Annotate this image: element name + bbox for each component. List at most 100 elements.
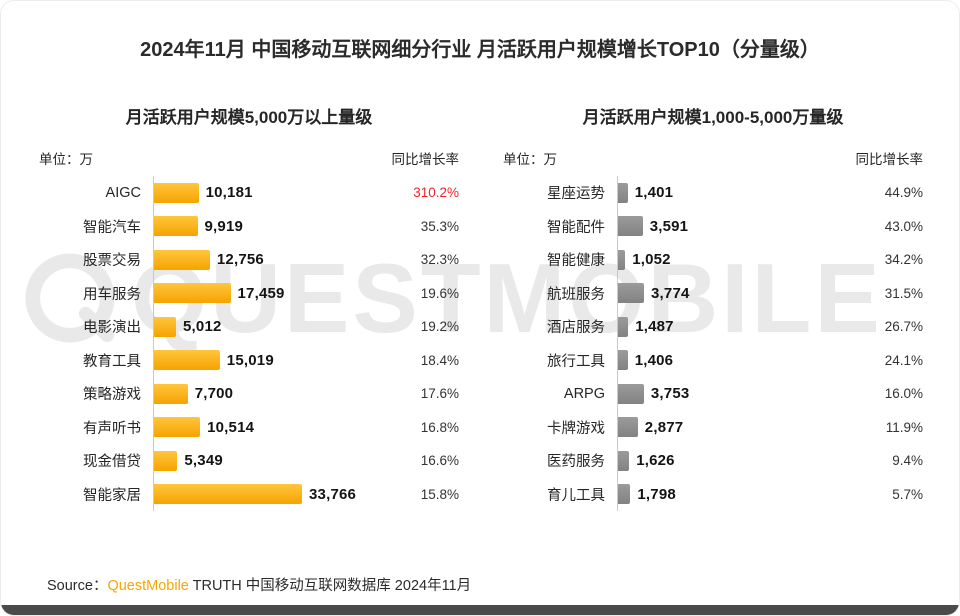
bar [618,383,644,404]
category-label: 育儿工具 [547,487,605,504]
category-label: 星座运势 [547,186,605,203]
panel-title: 月活跃用户规模5,000万以上量级 [125,108,373,127]
bar [618,316,629,337]
category-label: ARPG [563,385,605,402]
bar [618,249,626,270]
bar-cell: 1,487 [617,310,861,344]
chart-row: 航班服务 3,774 31.5% [503,276,923,310]
value-label: 17,459 [237,284,285,302]
bar [154,249,210,270]
value-label: 1,052 [632,251,671,269]
category-label: 股票交易 [83,253,141,270]
value-label: 3,591 [649,217,689,235]
unit-label: 单位：万 [39,152,93,167]
bar-rows: AIGC 10,181 310.2% 智能汽车 9,919 35.3% 股票交易 12,756… [39,176,459,511]
value-label: 5,349 [184,452,223,470]
bar [618,450,630,471]
bar [154,450,178,471]
chart-row: 用车服务 17,459 19.6% [39,276,459,310]
bar-cell: 1,406 [617,343,861,377]
growth-label: 9.4% [892,453,923,469]
bar-cell: 3,774 [617,276,861,310]
bar [154,484,302,505]
bar-cell: 17,459 [153,276,397,310]
source-brand: QuestMobile [107,578,189,594]
page-title: 2024年11月 中国移动互联网细分行业 月活跃用户规模增长TOP10（分量级） [140,39,820,61]
growth-label: 24.1% [884,352,923,368]
growth-label: 32.3% [420,252,459,268]
growth-label: 44.9% [884,185,923,201]
growth-label: 35.3% [420,218,459,234]
growth-label: 11.9% [885,419,923,435]
bar-cell: 3,753 [617,377,861,411]
growth-label: 5.7% [892,486,923,502]
chart-row: 智能配件 3,591 43.0% [503,209,923,243]
growth-label: 26.7% [884,319,923,335]
chart-row: 医药服务 1,626 9.4% [503,444,923,478]
bar [618,182,628,203]
bar [618,283,644,304]
chart-row: 星座运势 1,401 44.9% [503,176,923,210]
chart-row: 有声听书 10,514 16.8% [39,410,459,444]
growth-label: 19.6% [420,285,459,301]
growth-header: 同比增长率 [391,152,460,167]
value-label: 15,019 [226,351,274,369]
bar-cell: 1,052 [617,243,861,277]
bar-cell: 15,019 [153,343,397,377]
bar [154,216,198,237]
growth-label: 16.0% [884,386,923,402]
category-label: 旅行工具 [547,353,605,370]
growth-label: 15.8% [420,486,459,502]
category-label: 智能汽车 [83,219,141,236]
growth-label: 16.6% [420,453,459,469]
source-prefix: Source： [47,578,108,594]
bottom-bar [1,605,959,615]
growth-label: 18.4% [420,352,459,368]
bar-cell: 1,798 [617,477,861,511]
category-label: 酒店服务 [547,320,605,337]
category-label: 智能配件 [547,219,605,236]
bar-cell: 2,877 [617,410,861,444]
value-label: 5,012 [183,318,222,336]
growth-label: 17.6% [420,386,459,402]
value-label: 33,766 [309,485,357,503]
panel-header: 单位：万 同比增长率 [503,148,923,168]
category-label: 卡牌游戏 [547,420,605,437]
value-label: 1,401 [634,184,674,202]
growth-label: 34.2% [884,252,923,268]
value-label: 1,626 [636,452,675,470]
value-label: 3,774 [651,284,690,302]
bar-cell: 12,756 [153,243,397,277]
chart-row: 股票交易 12,756 32.3% [39,243,459,277]
bar-cell: 1,626 [617,444,861,478]
chart-row: 卡牌游戏 2,877 11.9% [503,410,923,444]
bar-cell: 33,766 [153,477,397,511]
chart-row: 智能汽车 9,919 35.3% [39,209,459,243]
chart-row: 育儿工具 1,798 5.7% [503,477,923,511]
bar [154,316,176,337]
unit-label: 单位：万 [503,152,557,167]
category-label: 教育工具 [83,353,141,370]
chart-row: 电影演出 5,012 19.2% [39,310,459,344]
bar-cell: 7,700 [153,377,397,411]
bar-cell: 5,012 [153,310,397,344]
bar-cell: 9,919 [153,209,397,243]
bar [154,283,231,304]
chart-panel-50m-plus: 月活跃用户规模5,000万以上量级 单位：万 同比增长率 AIGC 10,181 3… [39,103,459,511]
growth-header: 同比增长率 [855,152,924,167]
bar-cell: 3,591 [617,209,861,243]
source-line: Source：QuestMobile TRUTH 中国移动互联网数据库 2024… [47,574,471,595]
growth-label: 16.8% [420,419,459,435]
value-label: 7,700 [194,385,234,403]
bar [618,350,628,371]
category-label: 用车服务 [83,286,141,303]
value-label: 10,181 [205,184,253,202]
category-label: 医药服务 [547,454,605,471]
value-label: 12,756 [216,251,264,269]
chart-row: 旅行工具 1,406 24.1% [503,343,923,377]
category-label: 航班服务 [547,286,605,303]
bar-rows: 星座运势 1,401 44.9% 智能配件 3,591 43.0% 智能健康 1,052 34.… [503,176,923,511]
value-label: 1,798 [637,485,676,503]
chart-row: 智能家居 33,766 15.8% [39,477,459,511]
